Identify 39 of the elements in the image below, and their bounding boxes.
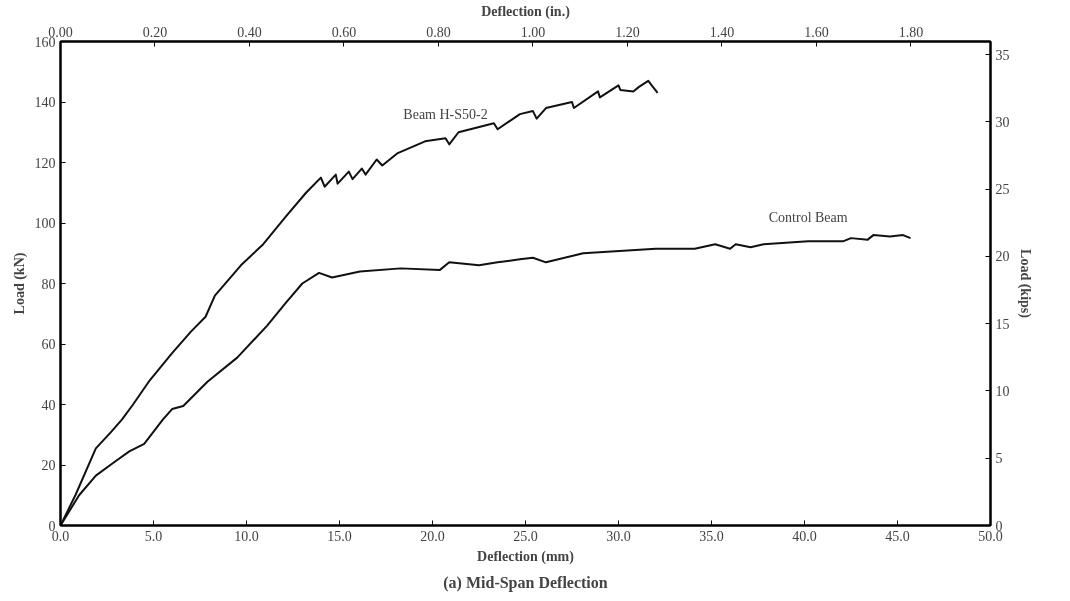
y-axis-title: Load (kN) [11,252,28,315]
x-tick-label: 20.0 [420,528,445,544]
x2-tick-label: 0.60 [331,24,357,40]
x-tick-label: 10.0 [234,528,259,544]
x2-axis-title: Deflection (in.) [481,3,571,20]
x-axis-title: Deflection (mm) [477,548,575,565]
x2-tick-label: 0.40 [237,24,262,40]
x-tick-label: 15.0 [327,528,352,544]
x-tick-label: 35.0 [699,528,724,544]
x-tick-label: 45.0 [885,528,910,544]
y-tick-label: 100 [34,216,56,231]
x-tick-label: 30.0 [606,528,631,544]
y2-axis-title: Load (kips) [1016,249,1033,319]
x2-tick-label: 0.80 [426,24,451,40]
y-tick-label: 40 [41,397,56,413]
x2-tick-label: 1.60 [804,24,829,40]
x2-tick-label: 1.40 [709,24,735,40]
x2-tick-label: 1.80 [898,24,924,40]
x-tick-label: 5.0 [144,528,163,544]
y2-tick-label: 10 [995,383,1010,399]
y2-tick-label: 5 [995,451,1003,467]
y2-tick-label: 15 [995,316,1010,332]
x-tick-label: 40.0 [792,528,817,544]
y2-tick-label: 30 [995,114,1010,130]
y-tick-label: 20 [41,458,56,473]
x2-tick-label: 0.20 [142,24,168,40]
x-tick-label: 25.0 [513,528,538,544]
series-label: Control Beam [768,210,848,226]
y2-tick-label: 20 [995,249,1010,265]
y-tick-label: 140 [34,95,56,110]
y-tick-label: 60 [41,337,56,352]
y-tick-label: 120 [34,155,56,171]
y2-tick-label: 25 [995,182,1010,198]
series-label: Beam H-S50-2 [403,107,488,123]
x2-tick-label: 1.20 [615,24,640,40]
y2-tick-label: 35 [995,47,1010,63]
x2-tick-label: 1.00 [520,24,546,40]
text: (a) Mid-Span Deflection [443,573,608,592]
y-tick-label: 80 [41,276,56,292]
